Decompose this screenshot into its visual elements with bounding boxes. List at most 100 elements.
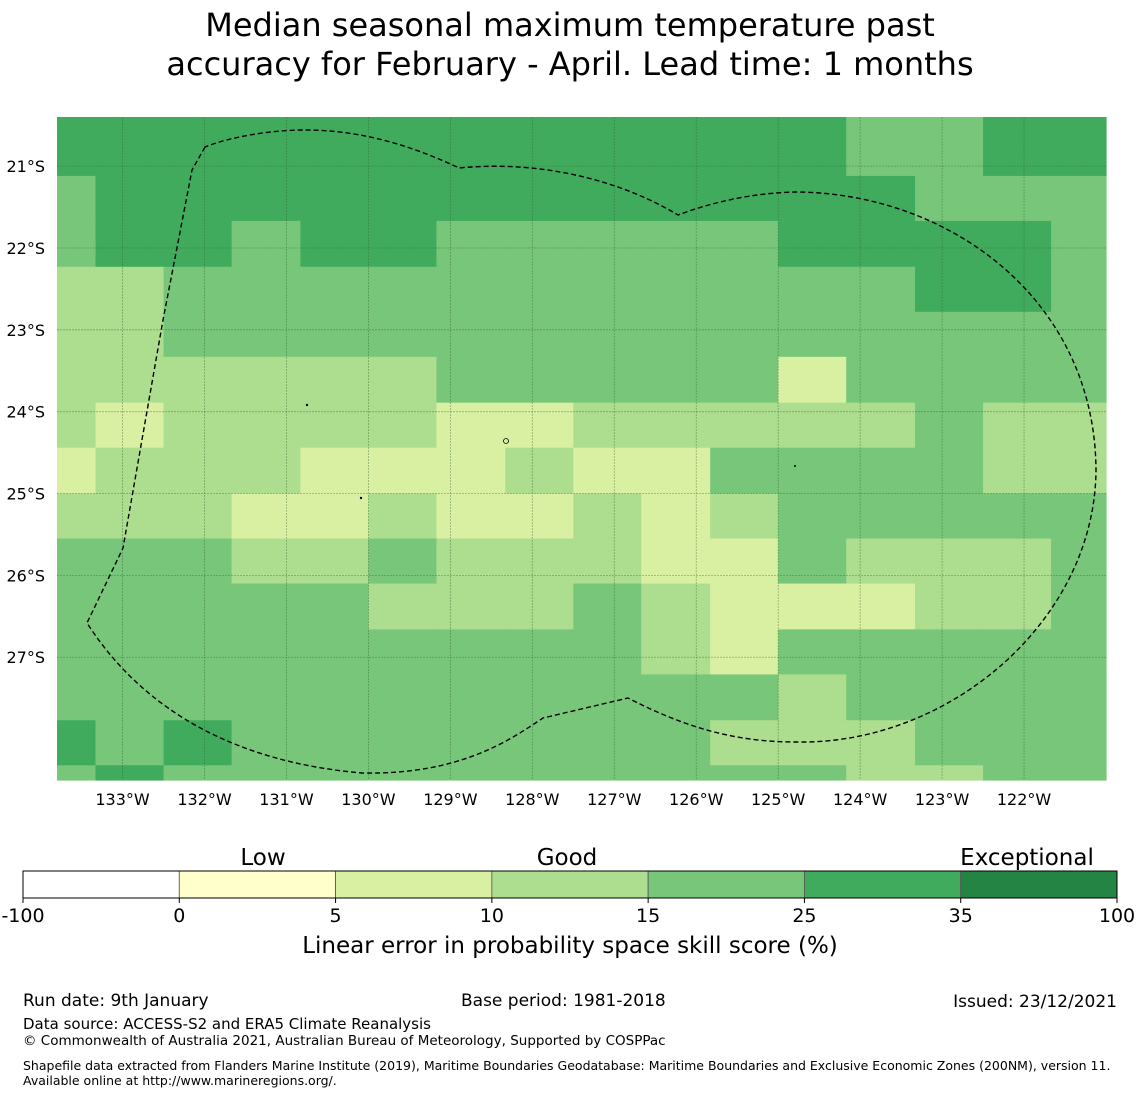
map-cell: [915, 629, 984, 676]
map-cell: [983, 402, 1052, 449]
latitude-label: 27°S: [6, 648, 45, 667]
map-cell: [1051, 629, 1107, 676]
map-cell: [846, 674, 916, 721]
map-cell: [95, 629, 165, 676]
longitude-label: 122°W: [997, 790, 1052, 809]
longitude-label: 128°W: [505, 790, 560, 809]
map-cell: [95, 220, 165, 268]
longitude-label: 131°W: [259, 790, 314, 809]
map-cell: [710, 674, 779, 721]
map-cell: [1051, 583, 1107, 630]
map-cell: [57, 674, 97, 721]
map-cell: [368, 493, 438, 540]
map-cell: [368, 583, 438, 630]
map-cell: [505, 311, 574, 358]
map-cell: [710, 765, 779, 781]
map-cell: [300, 117, 370, 177]
longitude-label: 129°W: [423, 790, 478, 809]
map-cell: [300, 583, 370, 630]
map-cell: [57, 311, 97, 358]
map-cell: [915, 266, 984, 313]
run-date: Run date: 9th January: [23, 991, 209, 1011]
latitude-label: 26°S: [6, 566, 45, 585]
map-cell: [1051, 175, 1107, 222]
map-cell: [710, 720, 779, 766]
map-cell: [163, 538, 233, 585]
map-cell: [368, 674, 438, 721]
map-cell: [163, 447, 233, 495]
map-cell: [778, 220, 847, 268]
map-cell: [710, 538, 779, 585]
map-cell: [573, 538, 642, 585]
map-cell: [710, 493, 779, 540]
map-cell: [1051, 266, 1107, 313]
map-cell: [300, 765, 370, 781]
map-cell: [915, 720, 984, 766]
map-cell: [300, 720, 370, 766]
longitude-label: 123°W: [915, 790, 970, 809]
longitude-label: 133°W: [95, 790, 150, 809]
map-cell: [641, 447, 711, 495]
map-cell: [436, 356, 506, 404]
map-cell: [57, 629, 97, 676]
map-cell: [983, 538, 1052, 585]
map-cell: [57, 720, 97, 766]
map-cell: [163, 720, 233, 766]
colorbar-swatch: [804, 870, 962, 899]
colorbar-tick-label: 15: [636, 905, 660, 927]
map-cell: [231, 402, 302, 449]
map-cell: [641, 117, 711, 177]
map-cell: [231, 175, 302, 222]
map-cell: [505, 266, 574, 313]
map-cell: [915, 175, 984, 222]
colorbar-swatch: [335, 870, 493, 899]
latitude-label: 24°S: [6, 403, 45, 422]
map-cell: [573, 311, 642, 358]
map-cell: [505, 402, 574, 449]
map-cell: [778, 583, 847, 630]
map-cell: [573, 629, 642, 676]
map-cell: [368, 629, 438, 676]
map-cell: [573, 765, 642, 781]
map-cell: [983, 447, 1052, 495]
map-cell: [95, 493, 165, 540]
map-cell: [505, 220, 574, 268]
map-cell: [505, 765, 574, 781]
colorbar-tick-label: 25: [792, 905, 816, 927]
map-cell: [300, 402, 370, 449]
map-cell: [57, 117, 97, 177]
legend-category-exceptional: Exceptional: [960, 845, 1094, 871]
colorbar-swatches: [22, 870, 1118, 899]
map-cell: [846, 117, 916, 177]
map-cell: [641, 493, 711, 540]
colorbar-frame: [22, 870, 1118, 899]
island: [503, 438, 509, 444]
map-cell: [300, 493, 370, 540]
map-cell: [915, 765, 984, 781]
data-source: Data source: ACCESS-S2 and ERA5 Climate …: [23, 1015, 431, 1033]
map-cell: [573, 720, 642, 766]
map-cell: [778, 311, 847, 358]
map-cell: [300, 538, 370, 585]
title-line-1: Median seasonal maximum temperature past: [205, 6, 935, 44]
map-cell: [368, 220, 438, 268]
map-cell: [573, 493, 642, 540]
map-cell: [95, 117, 165, 177]
map-cell: [641, 583, 711, 630]
map-cell: [300, 674, 370, 721]
map-cell: [505, 117, 574, 177]
map-cell: [710, 402, 779, 449]
map-cell: [915, 117, 984, 177]
map-cell: [163, 629, 233, 676]
map-cell: [163, 765, 233, 781]
map-cell: [846, 493, 916, 540]
latitude-labels: 21°S 22°S 23°S 24°S 25°S 26°S 27°S: [6, 157, 45, 667]
map-cell: [778, 765, 847, 781]
island: [794, 465, 796, 467]
map-cell: [436, 538, 506, 585]
map-cell: [1051, 311, 1107, 358]
map-cell: [436, 629, 506, 676]
issued-date: Issued: 23/12/2021: [953, 992, 1117, 1012]
map-cell: [163, 583, 233, 630]
map-cell: [231, 493, 302, 540]
